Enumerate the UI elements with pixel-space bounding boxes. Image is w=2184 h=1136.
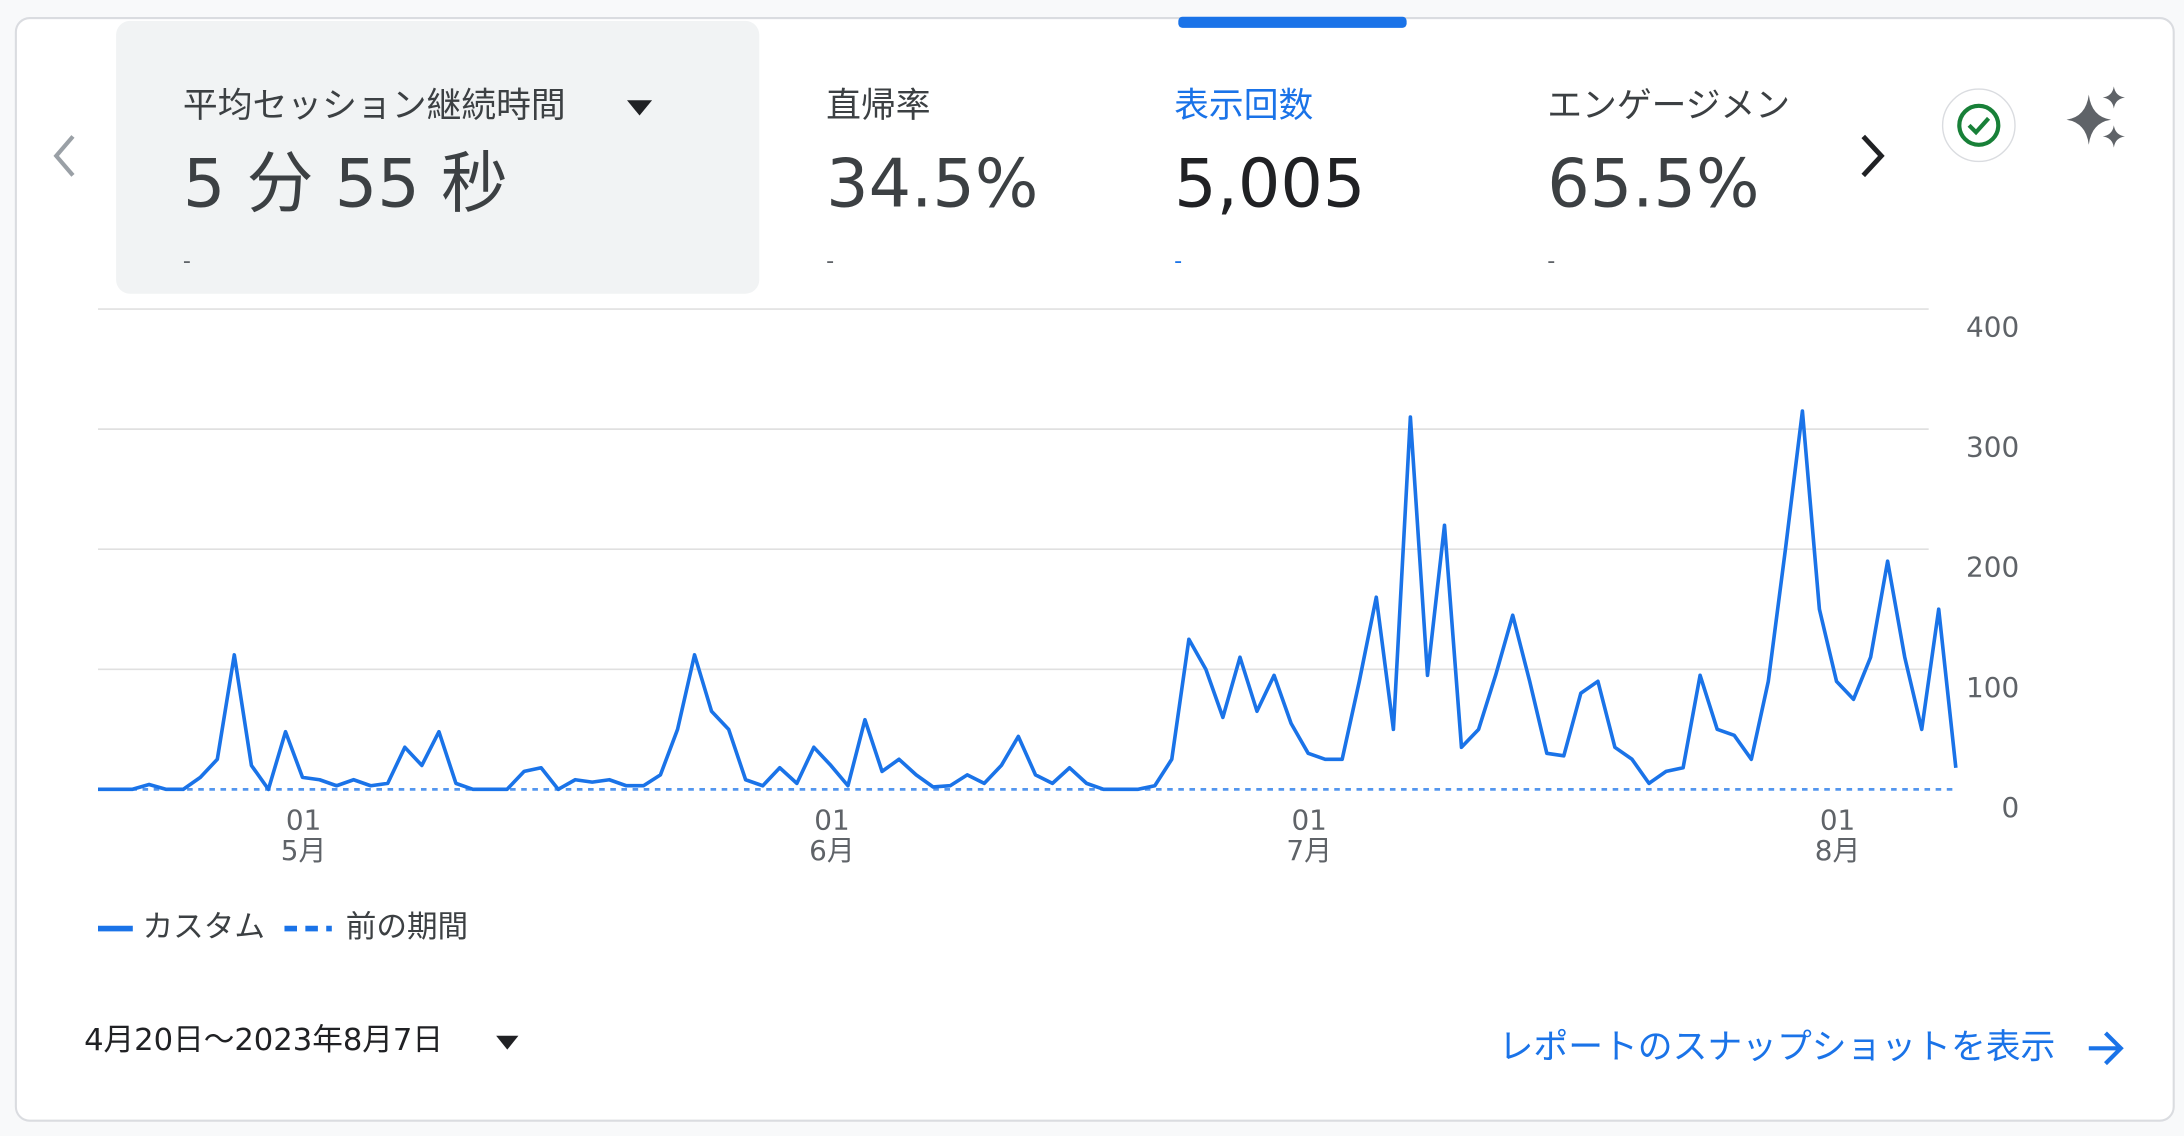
metric-comparison: - — [826, 248, 834, 274]
x-tick-month: 7月 — [1286, 834, 1332, 867]
x-tick-month: 6月 — [809, 834, 855, 867]
series-line — [98, 409, 1958, 792]
x-tick-day: 01 — [286, 803, 321, 836]
y-tick-label: 300 — [1966, 431, 2019, 464]
metric-title: 平均セッション継続時間 — [183, 86, 566, 126]
x-tick-day: 01 — [814, 803, 849, 836]
selected-tile[interactable] — [116, 20, 760, 294]
y-tick-label: 0 — [2001, 791, 2019, 824]
metric-comparison: - — [183, 248, 191, 274]
legend-label: 前の期間 — [346, 910, 468, 945]
metric-title: 表示回数 — [1174, 86, 1313, 126]
next-arrow[interactable] — [1861, 134, 1885, 178]
y-tick-label: 100 — [1966, 671, 2019, 704]
date-dropdown[interactable] — [496, 1035, 519, 1050]
metric-dropdown[interactable] — [627, 100, 653, 116]
metric-value: 65.5% — [1547, 144, 1759, 222]
link-arrow[interactable] — [2088, 1031, 2124, 1066]
sparkle-icon[interactable] — [2066, 86, 2125, 148]
check-icon[interactable] — [1941, 88, 2016, 163]
check-ring — [1957, 103, 2001, 147]
metric-value: 34.5% — [826, 144, 1038, 222]
check-mark — [1967, 116, 1991, 136]
snapshot-link[interactable]: レポートのスナップショットを表示 — [1499, 1027, 2056, 1067]
tab-indicator — [1178, 16, 1407, 28]
prev-arrow[interactable] — [53, 135, 75, 177]
check-circle — [1941, 88, 2016, 163]
metric-value: 5,005 — [1174, 144, 1365, 222]
metric-value: 5 分 55 秒 — [183, 144, 508, 222]
y-tick-label: 400 — [1966, 311, 2019, 344]
date-range[interactable]: 4月20日～2023年8月7日 — [84, 1023, 443, 1058]
metric-title: エンゲージメン — [1547, 86, 1790, 126]
x-tick-day: 01 — [1820, 803, 1855, 836]
x-tick-day: 01 — [1291, 803, 1326, 836]
metric-comparison: - — [1174, 248, 1182, 274]
y-tick-label: 200 — [1966, 551, 2019, 584]
x-tick-month: 8月 — [1815, 834, 1861, 867]
metric-comparison: - — [1547, 248, 1555, 274]
metric-title: 直帰率 — [826, 86, 930, 126]
x-tick-month: 5月 — [281, 834, 327, 867]
legend-label: カスタム — [143, 910, 265, 945]
